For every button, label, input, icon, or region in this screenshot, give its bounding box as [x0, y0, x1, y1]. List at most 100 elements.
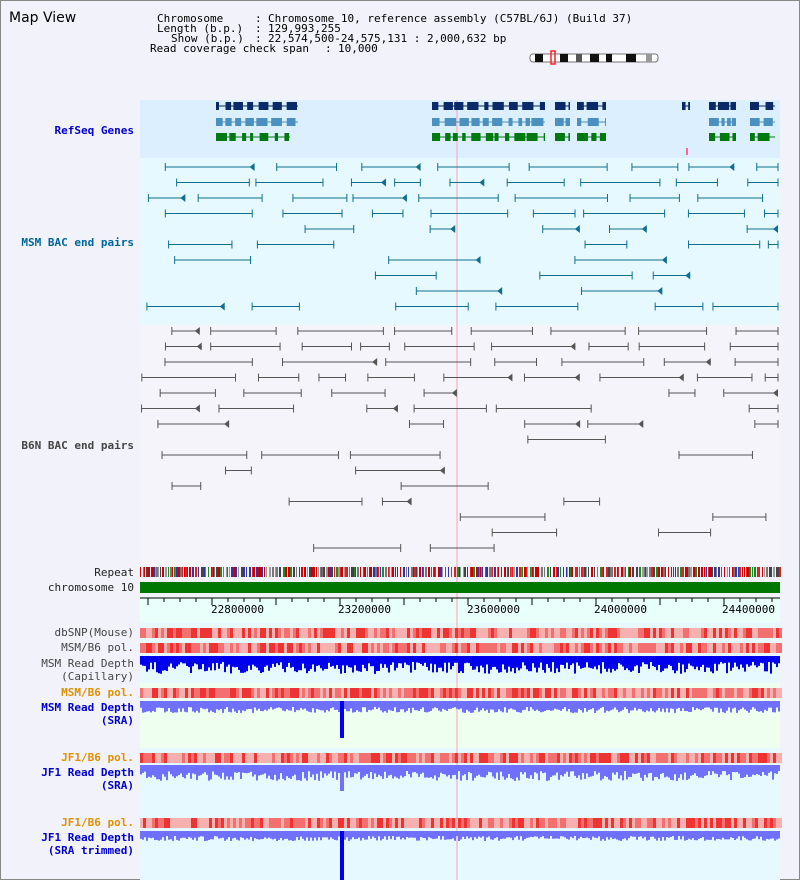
polymorphism-cell: [392, 753, 395, 763]
depth-bar: [474, 765, 476, 778]
depth-bar: [534, 656, 536, 668]
depth-bar: [648, 656, 650, 669]
polymorphism-cell: [662, 688, 665, 698]
gene-exon: [471, 133, 481, 141]
depth-bar: [148, 656, 150, 670]
polymorphism-cell: [617, 818, 620, 828]
depth-bar: [140, 831, 142, 839]
depth-bar: [690, 701, 692, 712]
depth-bar: [162, 831, 164, 838]
polymorphism-cell: [626, 818, 629, 828]
polymorphism-cell: [392, 643, 395, 653]
depth-bar: [728, 831, 730, 840]
polymorphism-cell: [335, 753, 338, 763]
polymorphism-cell: [563, 628, 566, 638]
polymorphism-cell: [239, 628, 242, 638]
polymorphism-cell: [449, 818, 452, 828]
depth-bar: [454, 656, 456, 663]
polymorphism-cell: [626, 628, 629, 638]
polymorphism-cell: [650, 643, 653, 653]
polymorphism-cell: [740, 643, 743, 653]
polymorphism-cell: [566, 643, 569, 653]
polymorphism-cell: [347, 628, 350, 638]
depth-bar: [548, 765, 550, 781]
polymorphism-cell: [326, 753, 329, 763]
polymorphism-cell: [737, 753, 740, 763]
depth-bar: [714, 831, 716, 841]
depth-bar: [552, 701, 554, 711]
depth-bar: [344, 701, 346, 709]
polymorphism-cell: [740, 688, 743, 698]
polymorphism-cell: [371, 753, 374, 763]
depth-bar: [690, 656, 692, 666]
repeat-label: Repeat: [94, 566, 134, 579]
polymorphism-cell: [308, 628, 311, 638]
polymorphism-cell: [752, 643, 755, 653]
depth-bar: [496, 765, 498, 773]
length-value: 129,993,255: [268, 22, 341, 35]
polymorphism-cell: [443, 818, 446, 828]
repeat-mark: [223, 567, 224, 577]
polymorphism-cell: [305, 688, 308, 698]
polymorphism-cell: [488, 628, 491, 638]
polymorphism-cell: [224, 688, 227, 698]
msm-bac-label[interactable]: MSM BAC end pairs: [21, 236, 134, 249]
depth-bar: [504, 831, 506, 839]
polymorphism-cell: [614, 628, 617, 638]
b6n-bac-label[interactable]: B6N BAC end pairs: [21, 439, 134, 452]
polymorphism-cell: [431, 753, 434, 763]
polymorphism-cell: [638, 818, 641, 828]
polymorphism-cell: [326, 643, 329, 653]
depth-bar: [322, 701, 324, 711]
polymorphism-cell: [500, 818, 503, 828]
depth-bar: [622, 765, 624, 781]
depth-bar: [398, 701, 400, 713]
depth-bar: [662, 701, 664, 709]
polymorphism-cell: [230, 688, 233, 698]
depth-bar: [578, 656, 580, 666]
depth-bar: [550, 701, 552, 711]
depth-bar: [542, 765, 544, 774]
depth-bar: [164, 831, 166, 841]
depth-bar: [558, 831, 560, 839]
polymorphism-cell: [635, 818, 638, 828]
repeat-mark: [677, 567, 679, 577]
polymorphism-cell: [299, 818, 302, 828]
polymorphism-cell: [425, 688, 428, 698]
depth-bar: [470, 656, 472, 667]
depth-bar: [480, 765, 482, 777]
repeat-mark: [323, 567, 325, 577]
depth-bar: [482, 656, 484, 668]
depth-bar: [232, 831, 234, 839]
gene-exon: [492, 118, 503, 126]
depth-bar: [724, 701, 726, 713]
depth-bar: [190, 656, 192, 674]
depth-bar: [274, 765, 276, 775]
depth-bar: [402, 656, 404, 668]
polymorphism-cell: [764, 818, 767, 828]
msm-bac-pair-arrow: [497, 287, 503, 295]
depth-bar: [488, 656, 490, 674]
polymorphism-cell: [593, 818, 596, 828]
polymorphism-cell: [149, 628, 152, 638]
refseq-genes-label[interactable]: RefSeq Genes: [54, 124, 134, 137]
polymorphism-cell: [485, 818, 488, 828]
polymorphism-cell: [662, 818, 665, 828]
depth-bar: [146, 656, 148, 672]
depth-bar: [624, 765, 626, 772]
chromosome-ideogram[interactable]: [529, 50, 659, 65]
depth-bar: [304, 765, 306, 779]
polymorphism-cell: [533, 688, 536, 698]
polymorphism-cell: [686, 818, 689, 828]
depth-bar: [640, 656, 642, 667]
depth-bar: [186, 831, 188, 839]
polymorphism-cell: [644, 688, 647, 698]
depth-bar: [768, 656, 770, 663]
repeat-mark: [579, 567, 580, 577]
repeat-mark: [246, 567, 247, 577]
polymorphism-cell: [452, 818, 455, 828]
polymorphism-cell: [632, 753, 635, 763]
polymorphism-cell: [764, 628, 767, 638]
polymorphism-cell: [407, 628, 410, 638]
depth-bar: [706, 831, 708, 840]
